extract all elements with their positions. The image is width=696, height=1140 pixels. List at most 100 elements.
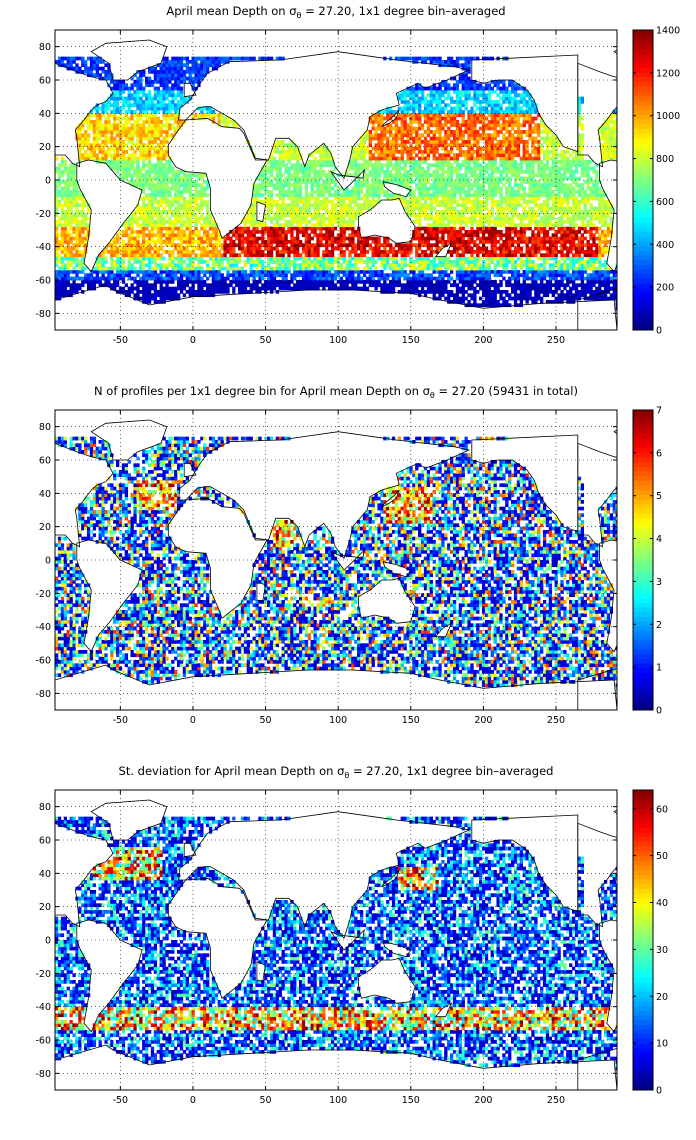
heatmap-cell xyxy=(574,190,579,194)
heatmap-cell xyxy=(516,296,521,301)
heatmap-cell xyxy=(156,256,160,261)
heatmap-cell xyxy=(557,193,561,198)
heatmap-cell xyxy=(461,200,465,204)
heatmap-cell xyxy=(139,276,143,281)
heatmap-cell xyxy=(316,226,320,231)
heatmap-cell xyxy=(455,236,460,241)
heatmap-cell xyxy=(69,226,73,231)
heatmap-cell xyxy=(461,183,465,188)
heatmap-cell xyxy=(208,250,213,254)
heatmap-cell xyxy=(293,183,297,188)
heatmap-cell xyxy=(55,240,59,244)
heatmap-cell xyxy=(174,180,178,184)
heatmap-cell xyxy=(461,226,465,231)
heatmap-cell xyxy=(272,216,277,221)
heatmap-cell xyxy=(557,273,561,278)
heatmap-cell xyxy=(592,216,596,221)
heatmap-cell xyxy=(461,266,465,271)
heatmap-cell xyxy=(354,280,358,284)
heatmap-cell xyxy=(307,243,311,248)
heatmap-cell xyxy=(571,180,576,184)
heatmap-cell xyxy=(165,250,169,254)
heatmap-cell xyxy=(571,206,576,211)
heatmap-cell xyxy=(78,243,82,248)
heatmap-cell xyxy=(464,196,468,201)
heatmap-cell xyxy=(217,290,221,294)
heatmap-cell xyxy=(176,210,181,214)
heatmap-cell xyxy=(63,200,68,204)
heatmap-cell xyxy=(81,236,85,241)
heatmap-cell xyxy=(490,293,494,298)
heatmap-cell xyxy=(194,233,198,238)
heatmap-cell xyxy=(69,250,73,254)
heatmap-cell xyxy=(406,200,410,204)
heatmap-cell xyxy=(420,256,425,261)
heatmap-cell xyxy=(269,200,274,204)
heatmap-cell xyxy=(310,230,314,234)
heatmap-cell xyxy=(386,253,390,258)
heatmap-cell xyxy=(571,243,576,248)
heatmap-cell xyxy=(603,250,608,254)
heatmap-cell xyxy=(269,256,274,261)
heatmap-cell xyxy=(569,216,573,221)
heatmap-cell xyxy=(418,203,422,208)
heatmap-cell xyxy=(211,276,216,281)
heatmap-cell xyxy=(601,276,605,281)
heatmap-cell xyxy=(176,193,181,198)
heatmap-cell xyxy=(592,196,596,201)
heatmap-cell xyxy=(458,276,463,281)
heatmap-cell xyxy=(502,303,506,308)
heatmap-cell xyxy=(208,293,213,298)
heatmap-cell xyxy=(580,210,584,214)
heatmap-cell xyxy=(258,200,262,204)
heatmap-cell xyxy=(162,200,166,204)
heatmap-cell xyxy=(412,280,416,284)
heatmap-cell xyxy=(354,200,358,204)
heatmap-cell xyxy=(508,260,512,264)
heatmap-cell xyxy=(455,260,460,264)
heatmap-cell xyxy=(467,266,471,271)
heatmap-cell xyxy=(304,220,309,224)
heatmap-cell xyxy=(267,180,271,184)
heatmap-cell xyxy=(287,256,291,261)
heatmap-cell xyxy=(586,263,590,268)
heatmap-cell xyxy=(63,230,68,234)
heatmap-cell xyxy=(307,210,311,214)
heatmap-cell xyxy=(502,296,506,301)
heatmap-cell xyxy=(127,216,131,221)
heatmap-cell xyxy=(348,220,352,224)
heatmap-cell xyxy=(304,183,309,188)
heatmap-cell xyxy=(444,186,448,191)
heatmap-cell xyxy=(566,276,570,281)
heatmap-cell xyxy=(261,253,265,258)
panel-1: April mean Depth on σθ = 27.20, 1x1 degr… xyxy=(35,4,680,346)
heatmap-cell xyxy=(113,280,117,284)
heatmap-cell xyxy=(537,206,541,211)
heatmap-cell xyxy=(287,183,291,188)
heatmap-cell xyxy=(150,186,155,191)
heatmap-cell xyxy=(496,246,500,251)
heatmap-cell xyxy=(438,270,442,274)
heatmap-cell xyxy=(592,223,596,228)
heatmap-cell xyxy=(452,246,457,251)
heatmap-cell xyxy=(278,256,282,261)
heatmap-cell xyxy=(435,256,439,261)
heatmap-cell xyxy=(345,213,349,218)
heatmap-cell xyxy=(464,230,468,234)
heatmap-cell xyxy=(278,223,282,228)
heatmap-cell xyxy=(502,300,506,304)
heatmap-cell xyxy=(580,270,584,274)
heatmap-cell xyxy=(246,213,250,218)
heatmap-cell xyxy=(470,276,474,281)
heatmap-cell xyxy=(603,193,608,198)
heatmap-cell xyxy=(447,250,451,254)
heatmap-cell xyxy=(598,236,602,241)
heatmap-cell xyxy=(208,223,213,228)
heatmap-cell xyxy=(200,183,204,188)
heatmap-cell xyxy=(516,293,521,298)
heatmap-cell xyxy=(316,243,320,248)
heatmap-cell xyxy=(255,263,259,268)
heatmap-cell xyxy=(307,196,311,201)
heatmap-cell xyxy=(577,226,582,231)
heatmap-cell xyxy=(298,210,303,214)
